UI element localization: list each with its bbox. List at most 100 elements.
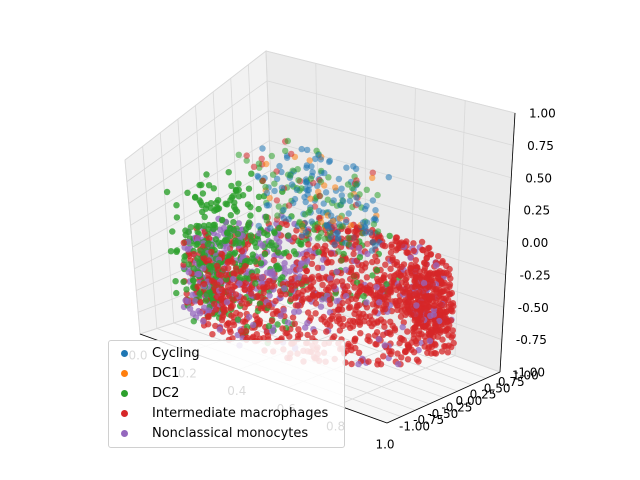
data-point [240,318,247,325]
data-point [390,276,397,284]
data-point [296,266,303,273]
data-point [369,272,376,279]
data-point [314,224,321,231]
data-point [185,261,192,268]
data-point [376,289,384,296]
data-point [274,212,281,219]
data-point [267,224,274,232]
data-point [439,257,446,265]
data-point [338,257,345,264]
data-point [365,333,372,340]
data-point [245,185,253,192]
y-tick-label: 0.25 [470,388,497,402]
data-point [277,291,284,298]
data-point [213,204,221,211]
data-point [255,205,262,213]
data-point [292,250,299,258]
data-point [372,307,379,315]
data-point [268,152,275,160]
legend-label-nonclassical-monocytes: Nonclassical monocytes [152,425,309,441]
y-tick-label: 1.00 [512,369,539,383]
data-point [419,300,426,308]
data-point [210,225,217,233]
data-point [321,235,328,242]
data-point [374,357,382,364]
data-point [339,282,347,289]
legend-marker-dc1 [121,369,128,377]
data-point [418,307,425,315]
z-tick-label: -1.00 [514,366,545,380]
data-point [366,313,374,320]
data-point [315,207,323,215]
data-point [328,212,335,219]
y-tick-label: 0.50 [484,381,511,395]
data-point [323,328,330,335]
data-point [263,189,271,197]
data-point [319,281,326,288]
data-point [398,354,405,361]
data-point [334,229,341,236]
z-tick-label: 0.50 [525,171,552,185]
data-point [271,180,278,187]
data-point [280,215,288,222]
y-tick-label: 0.00 [456,394,483,408]
data-point [309,169,316,176]
data-point [323,321,331,328]
data-point [361,205,369,213]
data-point [190,318,197,325]
data-point [204,321,212,328]
data-point [249,251,256,258]
data-point [231,199,238,206]
data-point [273,175,281,183]
data-point [335,175,343,183]
data-point [303,164,310,171]
data-point [304,319,311,327]
data-point [421,264,429,272]
data-point [235,220,242,227]
data-point [311,329,318,336]
data-point [377,316,385,323]
data-point [266,277,273,284]
data-point [431,319,438,326]
z-tick-label: -0.50 [518,301,549,315]
data-point [336,215,344,222]
data-point [352,335,359,342]
data-point [325,284,332,291]
data-point [410,349,418,356]
data-point [273,197,281,204]
data-point [173,289,180,297]
data-point [309,335,316,342]
data-point [196,310,204,317]
data-point [266,292,273,299]
data-point [358,267,365,274]
data-point [387,249,395,256]
legend-item-dc1: DC1 [121,363,179,383]
data-point [289,314,297,321]
data-point [395,360,402,368]
data-point [256,230,263,237]
data-point [263,160,270,168]
data-point [357,330,364,337]
data-point [432,286,439,293]
data-point [329,217,337,225]
data-point [270,171,277,178]
data-point [330,283,337,290]
data-point [279,325,286,332]
data-point [281,250,288,257]
data-point [276,162,283,170]
data-point [331,222,338,229]
data-point [247,212,254,219]
data-point [249,335,256,342]
data-point [197,299,204,306]
data-point [442,295,449,302]
data-point [236,311,244,318]
data-point [345,298,352,305]
data-point [367,229,374,236]
legend: Cycling DC1 DC2 Intermediate macrophages… [108,340,345,448]
data-point [363,299,370,306]
data-point [203,171,210,178]
legend-marker-dc2 [121,389,128,397]
data-point [369,169,376,176]
data-point [243,300,251,307]
data-point [371,215,379,222]
